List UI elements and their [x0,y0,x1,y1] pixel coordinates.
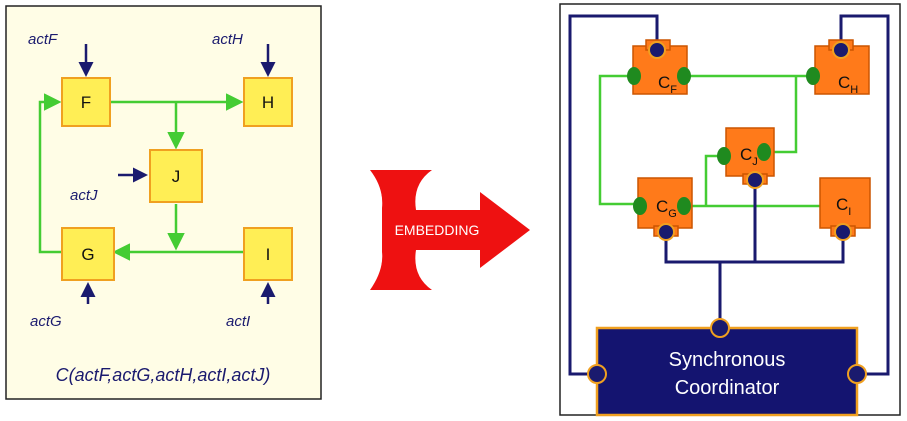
component-ci: CI [819,177,871,241]
port-cj-right [757,143,771,161]
action-label-f: actF [28,31,58,48]
flow-g-to-f [38,93,66,254]
action-label-g: actG [30,313,62,330]
connector-caption: C(actF,actG,actH,actI,actJ) [56,365,271,385]
port-coordinator-left [587,364,607,384]
box-f: F [61,77,111,127]
port-cj-bottom [746,171,764,189]
port-cf-left [627,67,641,85]
component-ch-label: CH [838,73,858,96]
wire-ch-coordinator [839,14,890,376]
port-coordinator-top [710,318,730,338]
component-cj: CJ [717,127,775,189]
action-arrows [78,44,276,304]
action-label-j: actJ [70,187,98,204]
component-cf: CF [627,39,691,96]
synchronous-coordinator: Synchronous Coordinator [587,318,867,417]
embedding-arrow: EMBEDDING [370,170,530,290]
wire-cf-coordinator [568,14,659,376]
port-cg-bottom [657,223,675,241]
connector-spec-panel: F H J G I actF actH actJ actG actI C(act… [5,5,322,400]
box-h-label: H [262,93,274,112]
embedding-label: EMBEDDING [395,222,480,238]
box-i: I [243,227,293,281]
navy-wiring [568,14,890,376]
box-j: J [149,149,203,203]
box-j-label: J [172,167,181,186]
box-g: G [61,227,115,281]
port-coordinator-right [847,364,867,384]
embedded-architecture-panel: CF CH CJ CG [559,3,901,417]
wire-cf-cg [598,74,641,206]
coordinator-line2: Coordinator [675,377,780,399]
flow-connections [38,93,245,261]
port-ch-left [806,67,820,85]
box-g-label: G [81,245,94,264]
component-cg-label: CG [656,197,677,220]
action-label-h: actH [212,31,243,48]
box-i-label: I [266,245,271,264]
component-cf-label: CF [658,73,677,96]
component-cg: CG [633,177,693,241]
box-f-label: F [81,93,91,112]
coordinator-line1: Synchronous [669,349,786,371]
port-ci-bottom [834,223,852,241]
action-label-i: actI [226,313,250,330]
box-h: H [243,77,293,127]
port-ch-top [832,41,850,59]
port-cg-right [677,197,691,215]
port-cg-left [633,197,647,215]
port-cj-left [717,147,731,165]
component-ci-label: CI [836,195,851,218]
port-cf-top [648,41,666,59]
port-cf-right [677,67,691,85]
wire-bus [664,232,845,264]
component-ch: CH [806,39,870,96]
component-cj-label: CJ [740,145,758,168]
